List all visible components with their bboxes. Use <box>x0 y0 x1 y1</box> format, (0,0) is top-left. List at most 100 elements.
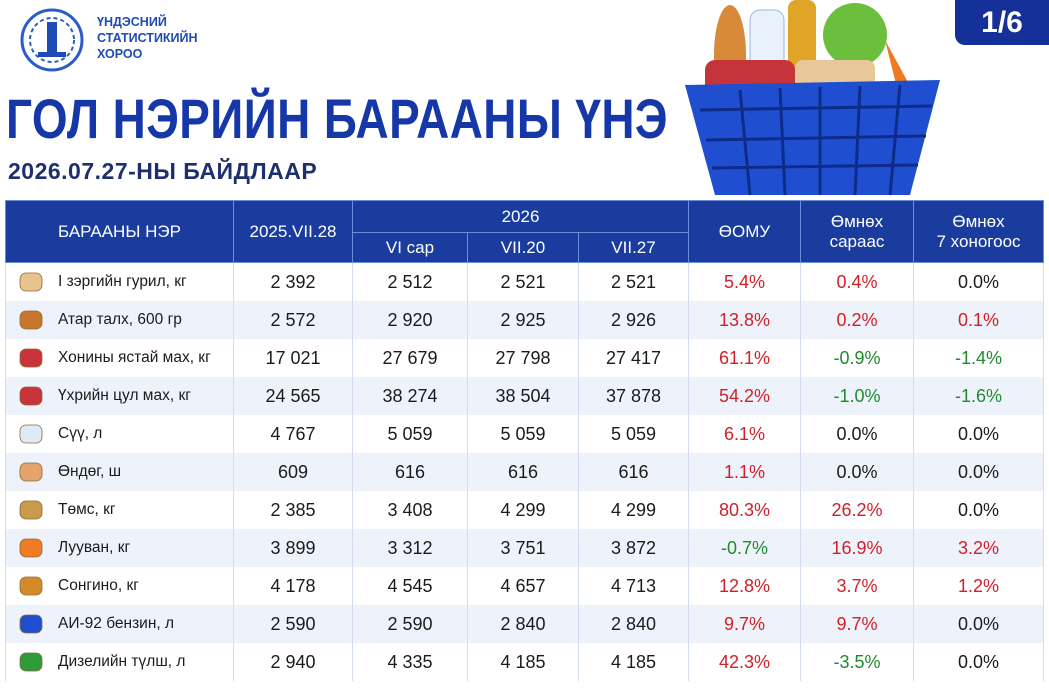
cell-text: 4 335 <box>387 651 433 672</box>
cell-text: 609 <box>277 461 309 482</box>
icon-shape <box>19 652 43 672</box>
cell-text: 3 408 <box>387 499 433 520</box>
change-cell: 0.0% <box>913 262 1045 301</box>
change-cell: 0.0% <box>913 415 1045 453</box>
item-icon <box>19 614 43 634</box>
change-cell: 61.1% <box>688 339 802 377</box>
cell-text: 0.0% <box>836 423 878 444</box>
header-yoy: ӨОМУ <box>688 200 802 263</box>
cell-text: 38 504 <box>495 385 551 406</box>
change-cell: 9.7% <box>688 605 802 643</box>
item-label: Хонины ястай мах, кг <box>58 349 211 367</box>
item-icon <box>19 348 43 368</box>
item-name: Өндөг, ш <box>5 453 234 491</box>
price-cell: 616 <box>577 453 690 491</box>
table-row: Лууван, кг 3 899 3 312 3 751 3 872 -0.7% 16.9%… <box>5 529 1045 567</box>
change-cell: 16.9% <box>800 529 915 567</box>
price-cell: 2 512 <box>352 262 468 301</box>
price-cell: 2 925 <box>467 301 579 339</box>
price-cell: 3 899 <box>233 529 353 567</box>
table-row: Хонины ястай мах, кг 17 021 27 679 27 798 27… <box>5 339 1045 377</box>
header-row: VI сар VII.20 VII.27 <box>6 232 1044 263</box>
cell-text: 2 840 <box>610 613 657 634</box>
cell-text: 42.3% <box>718 651 771 672</box>
cell-text: 2 920 <box>387 309 433 330</box>
change-cell: 0.0% <box>800 453 915 491</box>
price-table: БАРААНЫ НЭР 2025.VII.28 2026 ӨОМУ Өмнөх с… <box>5 200 1045 681</box>
price-cell: 2 840 <box>467 605 579 643</box>
item-name: Дизелийн түлш, л <box>5 643 234 681</box>
cell-text: 616 <box>507 461 539 482</box>
table-row: Сүү, л 4 767 5 059 5 059 5 059 6.1% 0.0% 0.0% <box>5 415 1045 453</box>
price-cell: 4 335 <box>352 643 468 681</box>
org-line: СТАТИСТИКИЙН <box>97 31 198 45</box>
icon-shape <box>19 500 43 520</box>
price-cell: 2 926 <box>577 301 690 339</box>
table-row: Өндөг, ш 609 616 616 616 1.1% 0.0% 0.0% <box>5 453 1045 491</box>
cell-text: 24 565 <box>265 385 321 406</box>
cell-text: 5 059 <box>387 423 433 444</box>
item-name: Лууван, кг <box>5 529 234 567</box>
cell-text: 16.9% <box>831 537 883 558</box>
cell-text: -3.5% <box>833 651 881 672</box>
change-cell: 3.7% <box>800 567 915 605</box>
change-cell: 26.2% <box>800 491 915 529</box>
change-cell: 13.8% <box>688 301 802 339</box>
price-cell: 27 798 <box>467 339 579 377</box>
cell-text: 2 926 <box>610 309 657 330</box>
cell-text: 3 751 <box>500 537 546 558</box>
cell-text: 3.2% <box>958 537 1000 558</box>
item-label: Лууван, кг <box>58 539 131 557</box>
cell-text: 1.2% <box>958 575 1000 596</box>
item-icon <box>19 272 43 292</box>
price-cell: 4 185 <box>577 643 690 681</box>
price-cell: 2 590 <box>352 605 468 643</box>
price-cell: 4 545 <box>352 567 468 605</box>
item-icon <box>19 424 43 444</box>
table-row: Үхрийн цул мах, кг 24 565 38 274 38 504 37 8… <box>5 377 1045 415</box>
cell-text: 2 512 <box>387 271 433 292</box>
cell-text: 0.0% <box>958 651 1000 672</box>
icon-shape <box>19 614 43 634</box>
item-icon <box>19 652 43 672</box>
price-cell: 616 <box>467 453 579 491</box>
cell-text: 3 899 <box>270 537 316 558</box>
change-cell: 0.4% <box>800 262 915 301</box>
header-wow: Өмнөх 7 хоногоос <box>913 200 1045 263</box>
item-name: Сүү, л <box>5 415 234 453</box>
cell-text: 2 840 <box>500 613 546 634</box>
cell-text: -1.4% <box>955 347 1003 368</box>
cell-text: 0.0% <box>836 461 878 482</box>
change-cell: 80.3% <box>688 491 802 529</box>
price-cell: 2 840 <box>577 605 690 643</box>
icon-shape <box>19 310 43 330</box>
change-cell: -1.0% <box>800 377 915 415</box>
item-name: АИ-92 бензин, л <box>5 605 234 643</box>
change-cell: -3.5% <box>800 643 915 681</box>
item-label: I зэргийн гурил, кг <box>58 273 187 291</box>
header-year: 2026 <box>351 200 690 233</box>
cell-text: 616 <box>394 461 426 482</box>
item-name: Төмс, кг <box>5 491 234 529</box>
change-cell: 3.2% <box>913 529 1045 567</box>
item-label: Атар талх, 600 гр <box>58 311 182 329</box>
cell-text: 2 940 <box>270 651 316 672</box>
price-cell: 4 178 <box>233 567 353 605</box>
item-icon <box>19 576 43 596</box>
header-line: сараас <box>829 231 885 251</box>
change-cell: 0.2% <box>800 301 915 339</box>
cell-text: 4 545 <box>387 575 433 596</box>
table-head: БАРААНЫ НЭР 2025.VII.28 2026 ӨОМУ Өмнөх с… <box>5 200 1045 263</box>
item-label: Сүү, л <box>58 425 103 443</box>
header-line: 7 хоногоос <box>936 231 1021 251</box>
org-line: ХОРОО <box>97 47 143 61</box>
cell-text: 27 798 <box>495 347 551 368</box>
cell-text: 61.1% <box>718 347 771 368</box>
cell-text: 0.0% <box>958 613 1000 634</box>
icon-shape <box>19 424 43 444</box>
item-name: Атар талх, 600 гр <box>5 301 234 339</box>
change-cell: 0.0% <box>913 605 1045 643</box>
price-cell: 4 713 <box>577 567 690 605</box>
change-cell: 5.4% <box>688 262 802 301</box>
price-cell: 2 920 <box>352 301 468 339</box>
